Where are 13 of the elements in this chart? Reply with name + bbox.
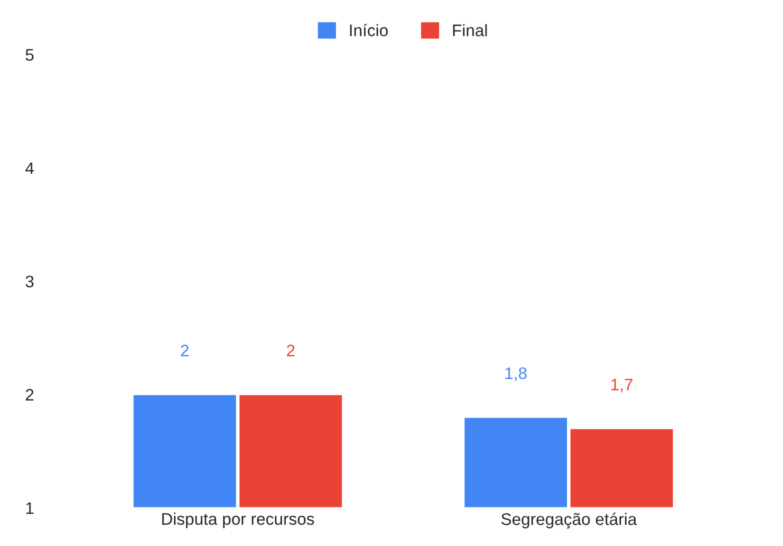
- legend-label: Início: [350, 24, 388, 36]
- data-label: 1,8: [505, 367, 527, 382]
- x-tick-label: Segregação etária: [501, 512, 637, 528]
- y-tick-label: 1: [26, 502, 34, 514]
- y-tick-label: 5: [26, 49, 34, 61]
- legend-label: Final: [453, 24, 487, 36]
- data-label: 2: [286, 344, 295, 356]
- y-tick-label: 4: [25, 162, 34, 174]
- x-tick-label: Disputa por recursos: [162, 512, 314, 528]
- data-label: 1,7: [611, 378, 632, 392]
- data-label: 2: [180, 344, 189, 356]
- y-tick-label: 3: [26, 276, 34, 288]
- y-tick-label: 2: [26, 388, 34, 401]
